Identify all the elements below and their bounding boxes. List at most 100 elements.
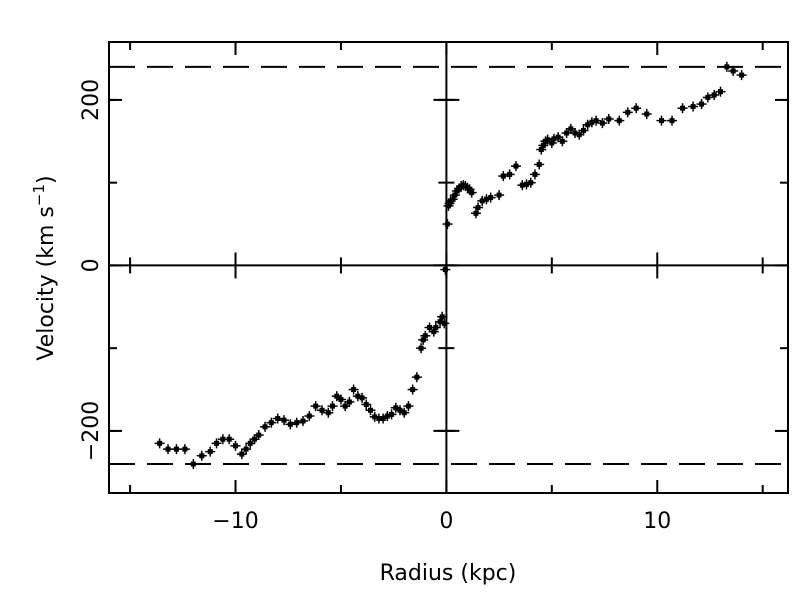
y-axis-label-exponent: −1 [30,184,48,206]
data-point-marker [507,171,513,177]
data-point-marker [467,186,473,192]
data-point-marker [220,436,226,442]
data-point-marker [536,161,542,167]
y-axis-label-close: ) [34,175,59,184]
data-point-marker [439,314,445,320]
data-point [316,405,327,416]
data-point [688,101,699,112]
data-point [390,402,401,413]
data-point-marker [538,147,544,153]
data-point-marker [418,345,424,351]
data-point [304,411,315,422]
data-point-marker [330,403,336,409]
data-point [260,421,271,432]
data-point-marker [281,417,287,423]
data-point-marker [268,420,274,426]
data-point-marker [243,446,249,452]
data-point [249,434,260,445]
y-axis-label: Velocity (km s−1) [30,175,59,360]
data-point-marker [414,374,420,380]
data-point [591,115,602,126]
data-point [365,405,376,416]
data-point [728,65,739,76]
data-point [416,343,427,354]
data-point-marker [500,173,506,179]
data-point [696,99,707,110]
data-point [285,419,296,430]
data-point [348,384,359,395]
data-point [529,169,540,180]
data-point [361,399,372,410]
data-point [163,444,174,455]
data-point-marker [444,221,450,227]
data-point [424,322,435,333]
data-point-marker [397,407,403,413]
data-point [241,444,252,455]
data-point [553,132,564,143]
data-point-marker [551,136,557,142]
data-point-marker [319,407,325,413]
data-point [154,438,165,449]
data-point-marker [334,393,340,399]
data-point-marker [633,105,639,111]
data-point [485,192,496,203]
data-point [440,264,451,275]
data-point [230,440,241,451]
data-point-marker [405,403,411,409]
data-point-marker [488,195,494,201]
data-point-marker [580,128,586,134]
data-point-marker [513,163,519,169]
y-tick-label: −200 [79,401,104,461]
tick-labels: −10 0 10 −200 0 200 [79,79,671,534]
data-point-marker [226,436,232,442]
data-point [369,411,380,422]
data-point-marker [165,446,171,452]
data-point [702,92,713,103]
data-point [196,450,207,461]
data-point-marker [593,118,599,124]
data-point [709,89,720,100]
data-point-marker [730,68,736,74]
data-point-marker [173,446,179,452]
data-point-marker [182,446,188,452]
data-point [340,401,351,412]
data-point-marker [393,405,399,411]
data-point-marker [441,320,447,326]
data-point [411,372,422,383]
data-point [266,417,277,428]
data-point-marker [564,130,570,136]
data-point [435,316,446,327]
data-point-marker [545,137,551,143]
data-point [327,401,338,412]
data-point-marker [549,140,555,146]
data-point-marker [724,64,730,70]
data-point-marker [294,420,300,426]
data-point [323,407,334,418]
data-point [557,136,568,147]
data-point-marker [625,109,631,115]
data-point-marker [313,403,319,409]
data-point-marker [376,416,382,422]
data-point [677,103,688,114]
data-point-marker [239,451,245,457]
axis-guides [109,42,788,493]
data-point-marker [427,324,433,330]
data-point [352,391,363,402]
data-point-marker [483,196,489,202]
data-point-marker [247,440,253,446]
data-point-marker [680,105,686,111]
data-point [171,444,182,455]
data-point-marker [233,443,239,449]
data-point-marker [355,393,361,399]
data-point-marker [479,198,485,204]
data-point [597,118,608,129]
data-point-marker [469,190,475,196]
data-point [614,115,625,126]
data-point [473,202,484,213]
data-point-marker [699,101,705,107]
x-tick-label: 0 [439,509,453,534]
data-point-marker [568,126,574,132]
data-point [631,103,642,114]
data-point-marker [532,171,538,177]
data-point-marker [711,92,717,98]
